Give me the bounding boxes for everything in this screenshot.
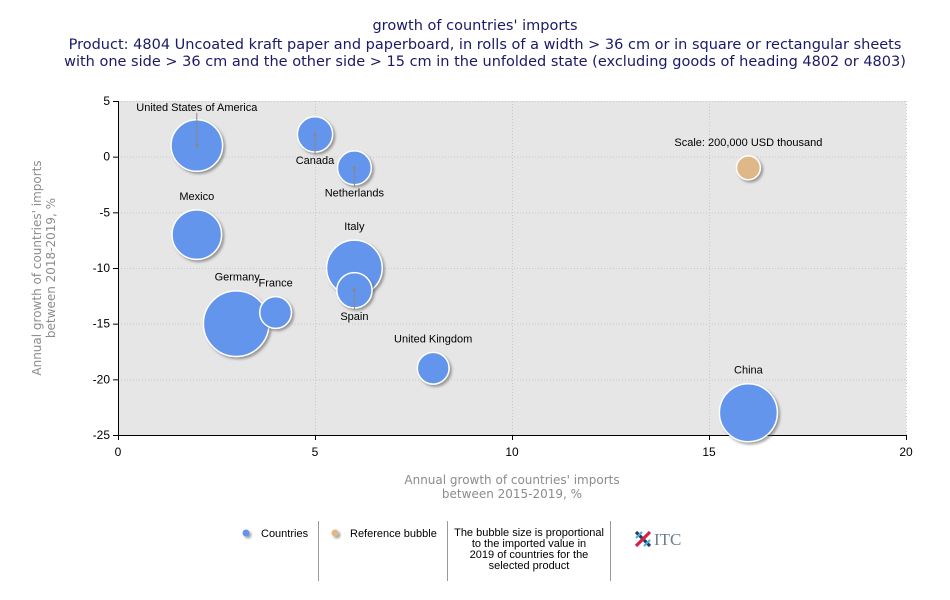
x-tick-label: 5 [312,445,319,459]
bubble-label-china: China [734,365,764,377]
bubble-china[interactable] [718,382,779,443]
legend-note-line-4: selected product [489,560,570,572]
legend-note-line-2: to the imported value in [472,538,586,550]
bubble-circle [718,382,779,443]
bubble-circle [416,351,450,385]
y-tick-label: 0 [103,150,110,164]
y-tick-label: -10 [93,261,111,275]
bubble-label-netherlands: Netherlands [325,188,385,200]
x-axis-title-line-2: between 2015-2019, % [442,487,582,501]
bubble-circle [171,209,223,261]
bubble-label-mexico: Mexico [179,191,214,203]
y-axis-title-line-2: between 2018-2019, % [44,198,58,338]
bubble-label-italy: Italy [344,221,365,233]
itc-logo-icon [634,530,652,548]
legend-label-reference: Reference bubble [350,528,437,540]
bubble-label-united-kingdom: United Kingdom [394,333,472,345]
bubble-label-spain: Spain [340,311,368,323]
y-tick-label: 5 [103,94,110,108]
bubble-france[interactable] [258,295,293,330]
bubble-label-germany: Germany [215,272,261,284]
y-tick-label: -15 [93,317,111,331]
bubble-label-france: France [258,278,292,290]
legend-item-countries[interactable]: Countries [242,528,309,540]
legend-marker-reference [331,529,339,537]
chart-title: growth of countries' imports [372,18,578,34]
itc-logo: ITC [634,530,681,549]
bubble-label-scale-200-000-usd-thousand: Scale: 200,000 USD thousand [674,137,822,149]
y-tick-label: -5 [99,205,110,219]
x-axis-title-line-1: Annual growth of countries' imports [404,473,619,487]
bubble-circle [735,155,762,181]
y-axis-title-line-1: Annual growth of countries' imports [30,160,44,375]
bubble-labels: United States of America Canada Netherland… [136,102,822,377]
y-tick-label: -25 [93,428,111,442]
legend-note-line-3: 2019 of countries for the [470,549,589,561]
chart-subtitle-line-1: Product: 4804 Uncoated kraft paper and p… [68,37,902,53]
bubble-scale-200-000-usd-thousand[interactable] [735,155,762,181]
bubbles-layer: United States of America Canada Netherland… [136,102,822,443]
leader-dot [313,132,317,136]
bubble-label-united-states-of-america: United States of America [136,102,258,114]
legend: Countries Reference bubble The bubble si… [242,521,681,581]
bubble-circle [258,295,293,330]
bubble-united-kingdom[interactable] [416,351,450,385]
leader-dot [195,143,199,148]
x-tick-label: 0 [115,445,122,459]
legend-marker-countries [242,529,250,537]
axes: 0 5 10 15 20 5 0 -5 -10 -15 -20 -25 [93,94,913,459]
x-tick-label: 20 [899,445,913,459]
legend-note-line-1: The bubble size is proportional [454,527,604,539]
legend-label-countries: Countries [261,528,309,540]
bubble-mexico[interactable] [171,209,223,261]
leader-dot [352,166,356,170]
grid-lines [118,101,907,435]
bubble-circle [202,290,270,358]
bubble-germany[interactable] [202,290,270,358]
y-tick-label: -20 [93,372,111,386]
leader-dot [352,288,356,292]
legend-item-reference-bubble[interactable]: Reference bubble [331,528,437,540]
x-tick-label: 15 [702,445,716,459]
chart-subtitle-line-2: with one side > 36 cm and the other side… [64,54,906,70]
bubble-label-canada: Canada [296,155,335,167]
itc-logo-text: ITC [654,530,681,549]
x-tick-label: 10 [505,445,519,459]
